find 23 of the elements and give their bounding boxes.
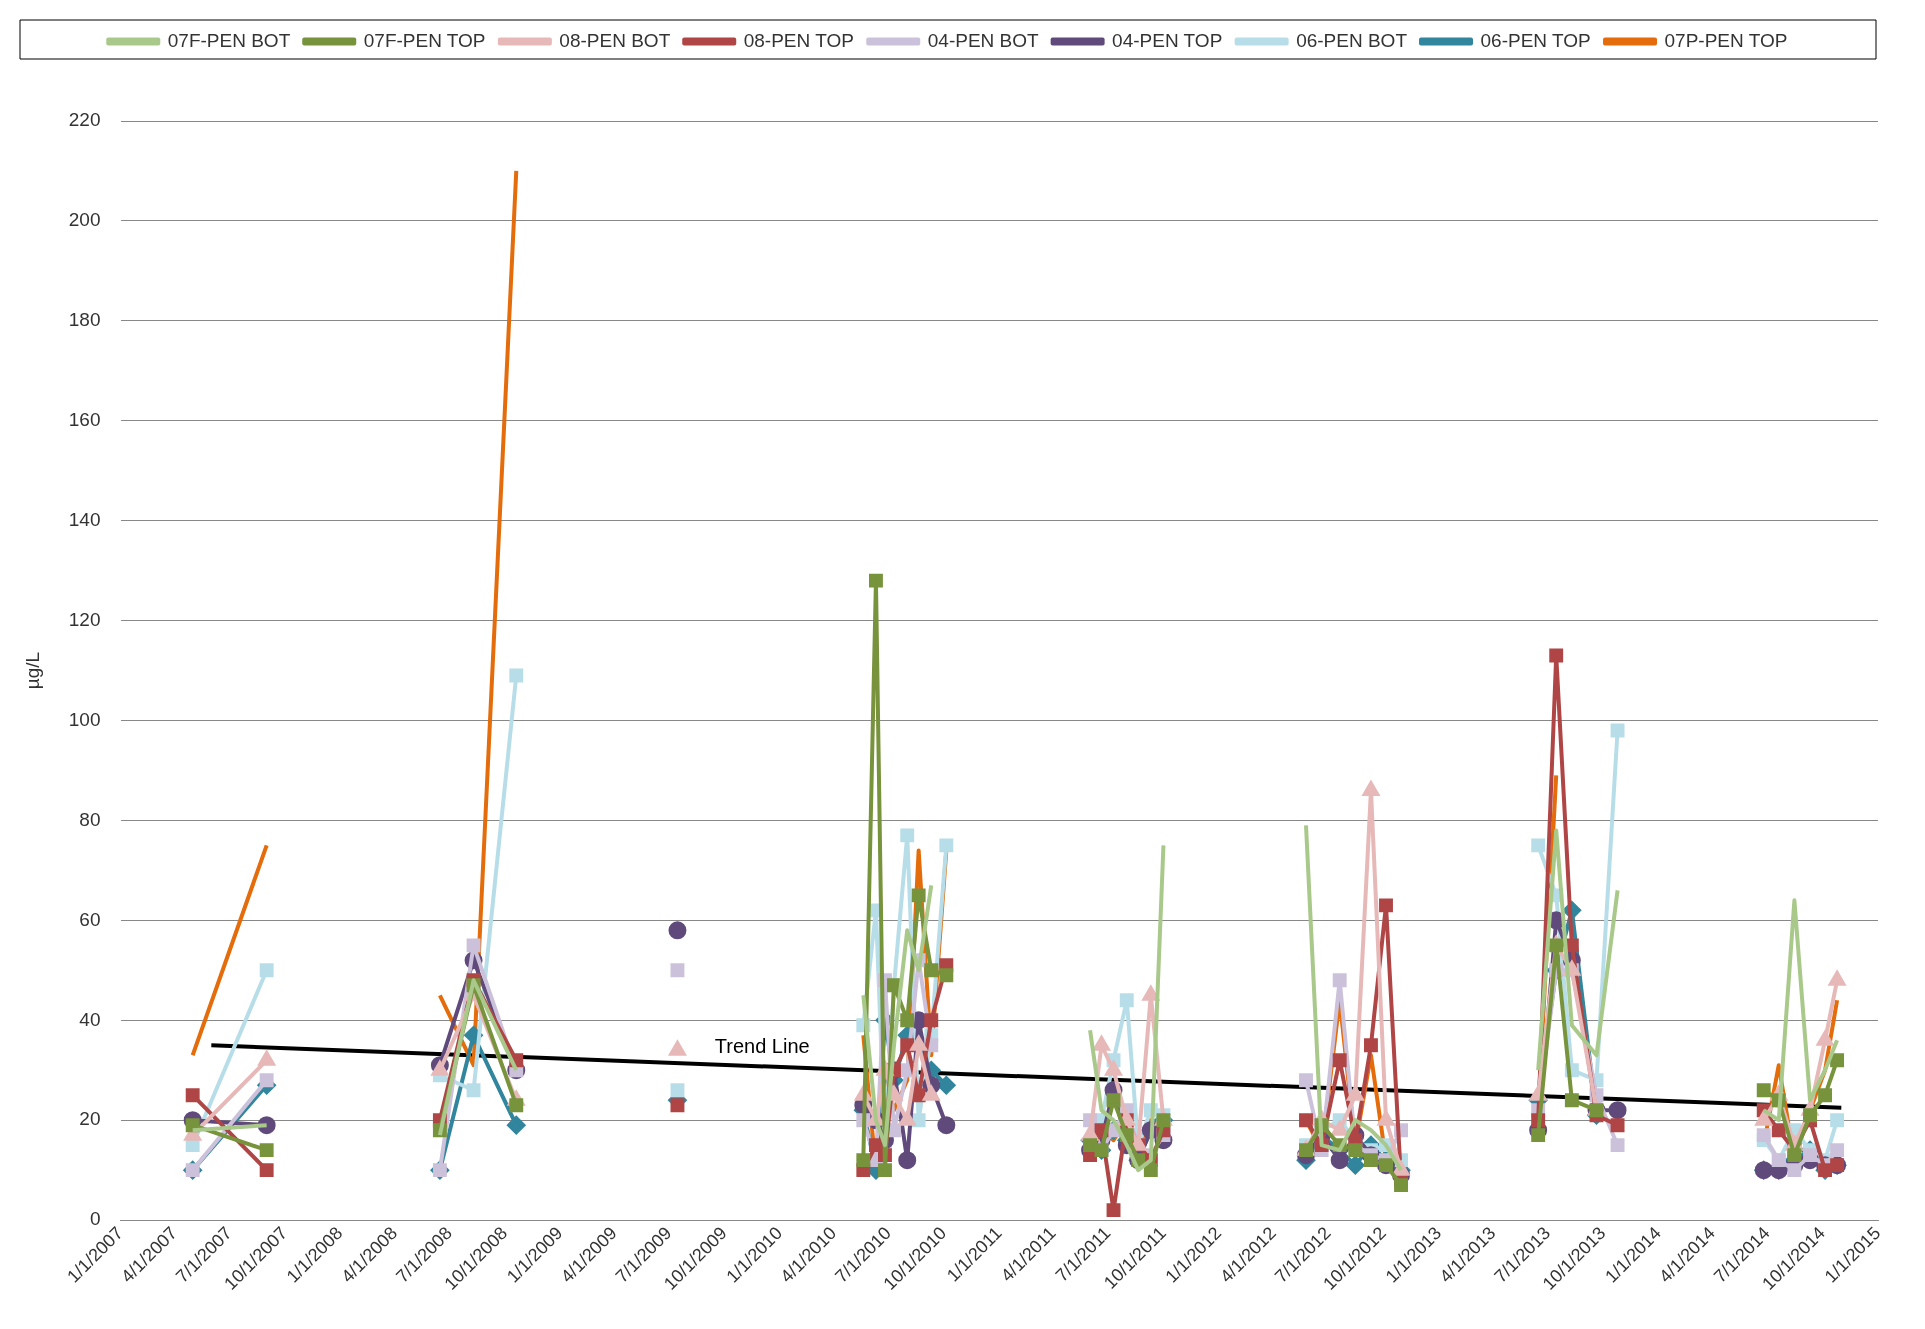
y-tick-label: 0 <box>89 1208 101 1230</box>
y-tick-label: 100 <box>68 708 101 730</box>
y-tick-label: 120 <box>68 608 101 630</box>
legend-label: 07P-PEN TOP <box>1664 29 1788 51</box>
y-tick-label: 180 <box>68 309 101 331</box>
y-tick-label: 60 <box>79 908 101 930</box>
legend-label: 04-PEN TOP <box>1112 29 1223 51</box>
annotation: Trend Line <box>714 1034 810 1057</box>
legend-label: 08-PEN BOT <box>559 29 671 51</box>
y-tick-label: 160 <box>68 408 101 430</box>
y-tick-label: 40 <box>79 1008 101 1030</box>
legend-label: 06-PEN BOT <box>1296 29 1408 51</box>
y-tick-label: 220 <box>68 109 101 131</box>
legend-label: 04-PEN BOT <box>927 29 1040 51</box>
legend-label: 08-PEN TOP <box>743 29 854 51</box>
legend-label: 07F-PEN BOT <box>167 29 291 51</box>
y-axis-title: µg/L <box>21 651 43 690</box>
y-tick-label: 80 <box>79 808 101 830</box>
legend-label: 06-PEN TOP <box>1480 29 1591 51</box>
y-tick-label: 140 <box>68 508 101 530</box>
y-tick-label: 20 <box>79 1108 101 1130</box>
y-tick-label: 200 <box>68 209 101 231</box>
legend-label: 07F-PEN TOP <box>363 29 486 51</box>
